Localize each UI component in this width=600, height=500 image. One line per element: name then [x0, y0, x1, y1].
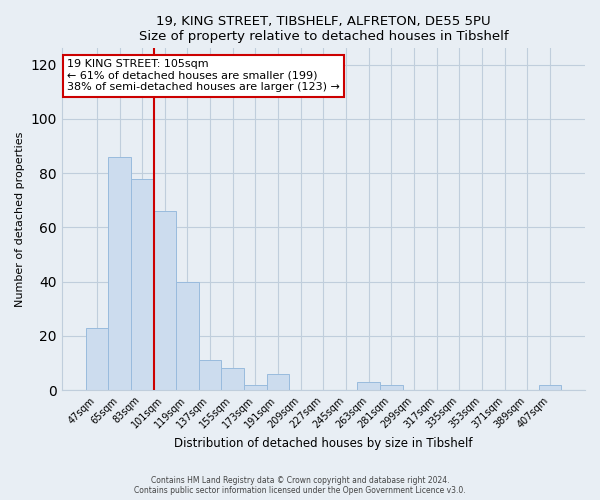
Text: Contains HM Land Registry data © Crown copyright and database right 2024.
Contai: Contains HM Land Registry data © Crown c… — [134, 476, 466, 495]
Y-axis label: Number of detached properties: Number of detached properties — [15, 132, 25, 307]
Bar — [176, 282, 199, 390]
Bar — [154, 211, 176, 390]
Bar — [539, 385, 561, 390]
Bar — [267, 374, 289, 390]
Bar — [131, 178, 154, 390]
X-axis label: Distribution of detached houses by size in Tibshelf: Distribution of detached houses by size … — [174, 437, 473, 450]
Text: 19 KING STREET: 105sqm
← 61% of detached houses are smaller (199)
38% of semi-de: 19 KING STREET: 105sqm ← 61% of detached… — [67, 59, 340, 92]
Title: 19, KING STREET, TIBSHELF, ALFRETON, DE55 5PU
Size of property relative to detac: 19, KING STREET, TIBSHELF, ALFRETON, DE5… — [139, 15, 508, 43]
Bar — [86, 328, 108, 390]
Bar — [221, 368, 244, 390]
Bar — [244, 385, 267, 390]
Bar — [358, 382, 380, 390]
Bar — [380, 385, 403, 390]
Bar — [108, 157, 131, 390]
Bar — [199, 360, 221, 390]
